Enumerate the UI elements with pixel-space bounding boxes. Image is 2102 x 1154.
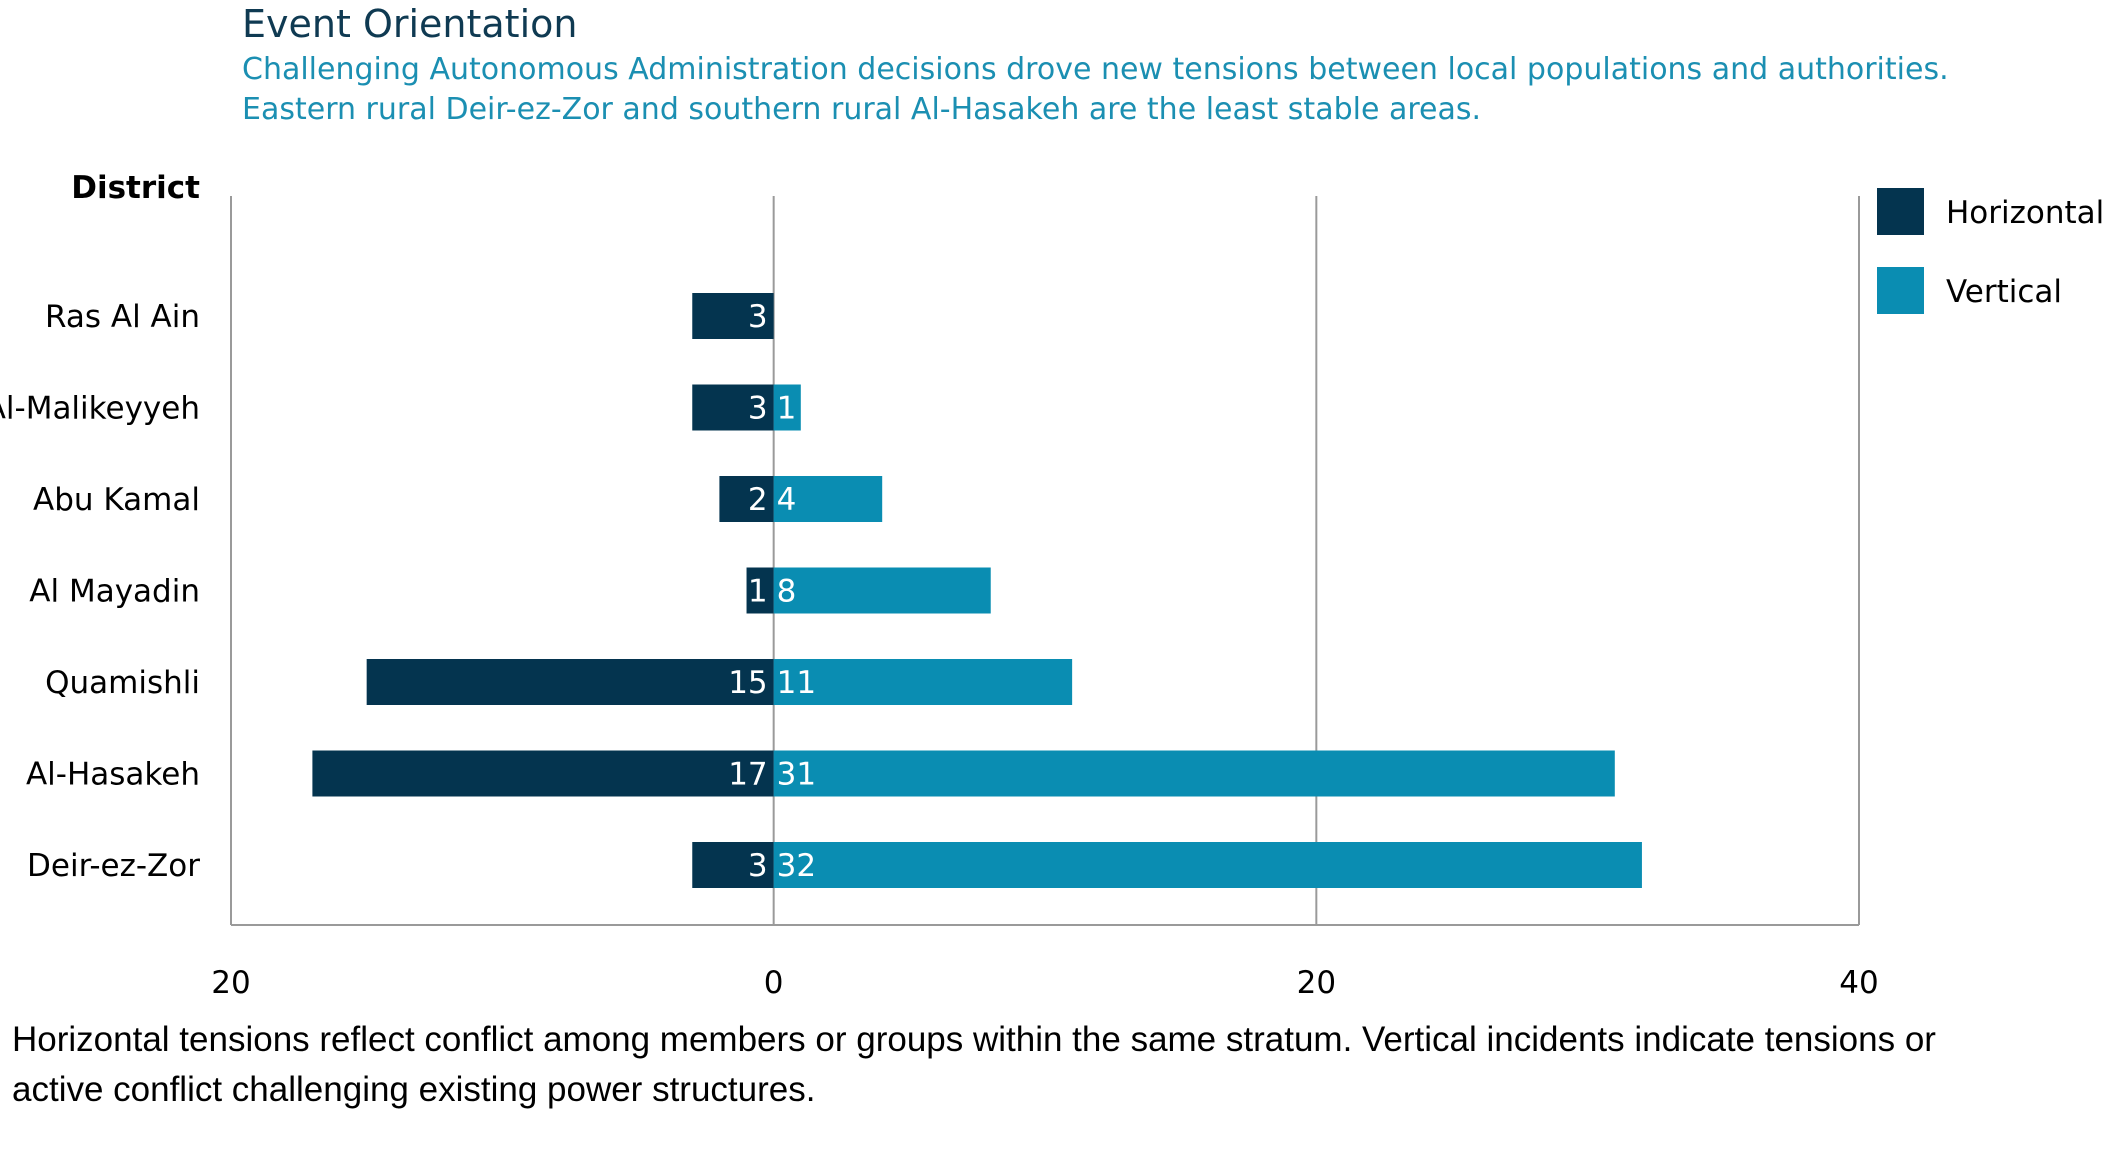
category-label: Al-Hasakeh — [26, 757, 200, 793]
bar-horizontal — [692, 384, 774, 431]
data-label-horizontal: 1 — [748, 574, 768, 610]
x-tick-label: 20 — [1297, 965, 1336, 1000]
bar-vertical — [773, 750, 1615, 797]
footnote-line-2: active conflict challenging existing pow… — [12, 1070, 816, 1109]
data-label-vertical: 32 — [777, 848, 816, 884]
y-axis-title: District — [71, 170, 200, 206]
bar-horizontal — [746, 567, 774, 614]
bar-horizontal — [692, 293, 774, 339]
legend-swatch — [1877, 267, 1924, 314]
data-label-horizontal: 17 — [728, 757, 767, 793]
data-label-horizontal: 15 — [728, 665, 767, 701]
footnote-line-1: Horizontal tensions reflect conflict amo… — [12, 1020, 1936, 1059]
legend-label: Vertical — [1946, 274, 2062, 310]
data-label-horizontal: 3 — [748, 391, 768, 427]
bar-vertical — [773, 659, 1073, 705]
x-tick-label: 40 — [1839, 965, 1878, 1000]
data-label-vertical: 4 — [777, 482, 797, 518]
bar-horizontal — [312, 750, 774, 797]
data-label-vertical: 8 — [777, 574, 797, 610]
bar-vertical — [773, 567, 991, 614]
chart-subtitle-line-1: Challenging Autonomous Administration de… — [242, 52, 1949, 87]
x-tick-label: 0 — [764, 965, 784, 1000]
bar-horizontal — [366, 659, 774, 705]
bar-horizontal — [719, 476, 774, 522]
category-label: Deir-ez-Zor — [27, 848, 200, 884]
bar-vertical — [773, 384, 801, 431]
chart-title: Event Orientation — [242, 2, 578, 46]
bar-vertical — [773, 842, 1642, 888]
data-label-vertical: 31 — [777, 757, 816, 793]
category-label: Al-Malikeyyeh — [0, 391, 200, 427]
data-label-horizontal: 3 — [748, 299, 768, 335]
bar-vertical — [773, 476, 883, 522]
legend-swatch — [1877, 188, 1924, 235]
data-label-vertical: 1 — [777, 391, 797, 427]
bar-horizontal — [692, 842, 774, 888]
data-label-horizontal: 3 — [748, 848, 768, 884]
x-tick-label: 20 — [211, 965, 250, 1000]
category-label: Abu Kamal — [33, 482, 200, 518]
data-label-vertical: 11 — [777, 665, 816, 701]
legend-label: Horizontal — [1946, 195, 2102, 231]
chart-subtitle-line-2: Eastern rural Deir-ez-Zor and southern r… — [242, 92, 1482, 127]
category-label: Quamishli — [45, 665, 200, 701]
category-label: Ras Al Ain — [45, 299, 200, 335]
category-label: Al Mayadin — [29, 574, 200, 610]
data-label-horizontal: 2 — [748, 482, 768, 518]
